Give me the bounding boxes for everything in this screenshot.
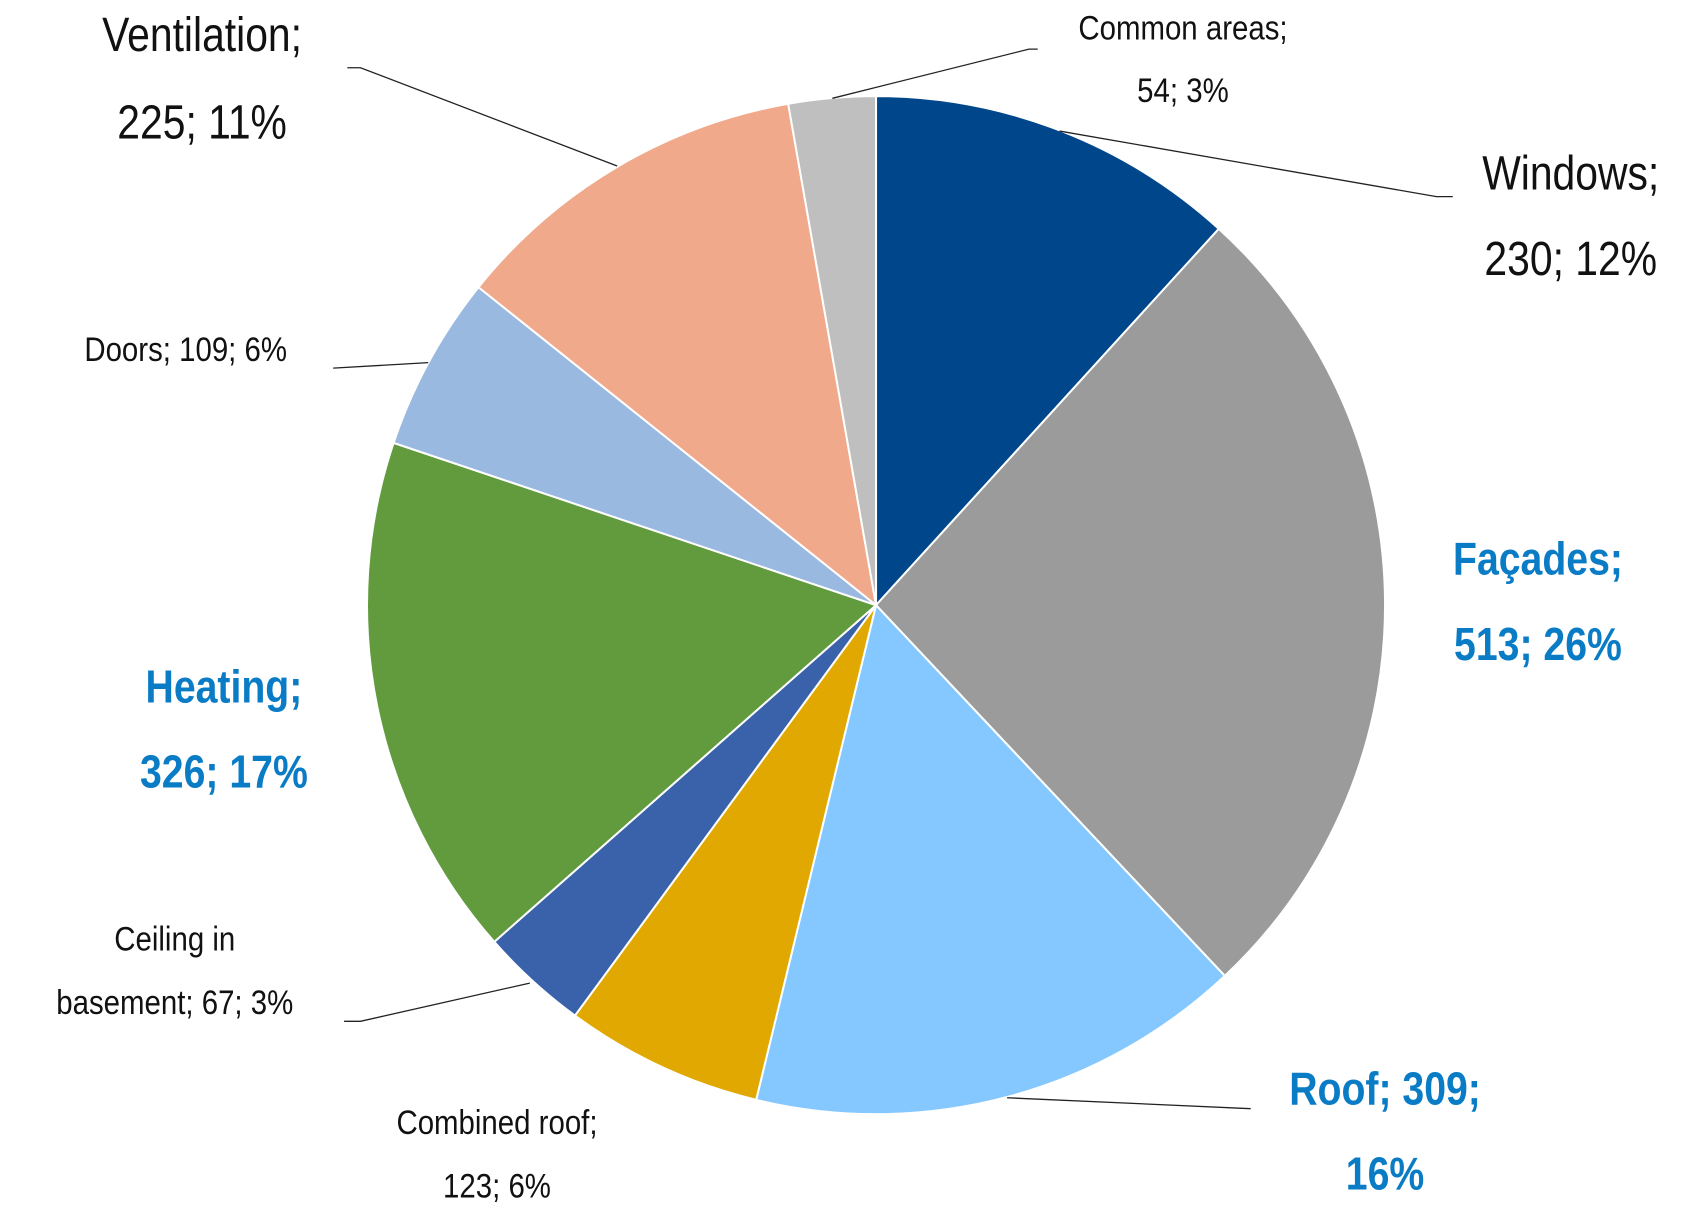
pie-slice: [573, 604, 878, 1102]
data-label: Doors; 109; 6%: [84, 330, 287, 369]
data-label: Heating;: [146, 662, 303, 714]
data-label: 513; 26%: [1454, 619, 1622, 671]
data-label: 230; 12%: [1484, 233, 1657, 286]
data-label: 16%: [1346, 1149, 1424, 1201]
data-label: Ventilation;: [102, 9, 302, 62]
data-label: Façades;: [1453, 534, 1623, 586]
pie-slice: [477, 102, 878, 608]
data-label: basement; 67; 3%: [56, 983, 293, 1022]
pie-slice: [787, 95, 878, 606]
leader-line: [1059, 130, 1453, 198]
data-label: 326; 17%: [140, 747, 308, 799]
pie-slice: [754, 603, 1227, 1116]
leader-line: [1007, 1097, 1251, 1110]
data-label: Ceiling in: [114, 919, 235, 958]
pie-slice: [392, 285, 877, 607]
data-label: Common areas;: [1078, 8, 1287, 47]
pie-slice: [874, 227, 1387, 978]
data-label: 225; 11%: [117, 96, 287, 149]
data-label: Windows;: [1482, 148, 1659, 201]
leader-line: [333, 361, 429, 369]
leader-line: [347, 67, 618, 167]
data-label: Roof; 309;: [1289, 1064, 1481, 1116]
leader-line: [344, 982, 530, 1022]
leader-line: [832, 48, 1038, 99]
pie-slice: [366, 441, 878, 944]
data-label: 123; 6%: [443, 1166, 551, 1205]
data-label: 54; 3%: [1137, 71, 1229, 110]
data-label: Combined roof;: [396, 1103, 597, 1142]
